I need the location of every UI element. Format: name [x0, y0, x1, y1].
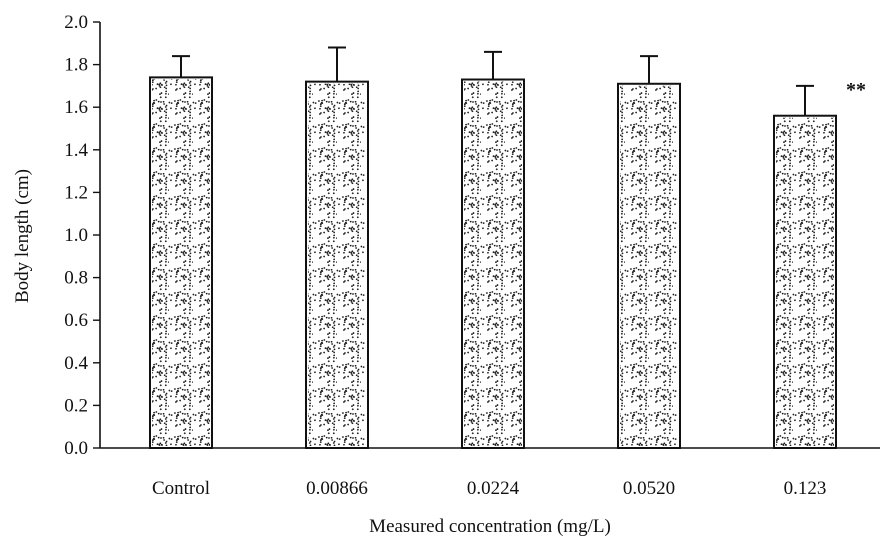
- x-axis-title: Measured concentration (mg/L): [369, 516, 611, 537]
- y-tick-label: 0.2: [64, 395, 88, 416]
- y-tick-label: 0.6: [64, 310, 88, 331]
- y-tick-label: 1.4: [64, 140, 88, 161]
- x-tick-label: 0.00866: [306, 478, 368, 499]
- y-tick-label: 0.4: [64, 353, 88, 374]
- error-bars-group: [172, 46, 814, 116]
- y-tick-label: 2.0: [64, 12, 88, 33]
- x-tick-label: 0.0520: [623, 478, 675, 499]
- y-tick-label: 0.8: [64, 268, 88, 289]
- x-tick-label: 0.123: [784, 478, 827, 499]
- y-axis-title: Body length (cm): [12, 169, 33, 303]
- bars-group: [149, 76, 837, 450]
- bar-stipple: [620, 85, 678, 447]
- y-tick-label: 1.8: [64, 55, 88, 76]
- y-tick-label: 1.6: [64, 97, 88, 118]
- y-tick-label: 1.2: [64, 182, 88, 203]
- x-tick-label: 0.0224: [467, 478, 520, 499]
- bar-stipple: [464, 81, 522, 446]
- bar-stipple: [776, 117, 834, 446]
- significance-marker: **: [846, 79, 866, 101]
- y-tick-label: 0.0: [64, 438, 88, 459]
- x-tick-label: Control: [152, 478, 210, 499]
- y-axis: 0.0 0.2 0.4 0.6 0.8 1.0 1.2 1.4 1.6 1.8 2.0: [64, 12, 101, 459]
- bar-stipple: [152, 79, 210, 446]
- y-tick-label: 1.0: [64, 225, 88, 246]
- labels-group: Control 0.00866 0.0224 0.0520 0.123 **: [152, 79, 866, 499]
- bar-stipple: [308, 83, 366, 446]
